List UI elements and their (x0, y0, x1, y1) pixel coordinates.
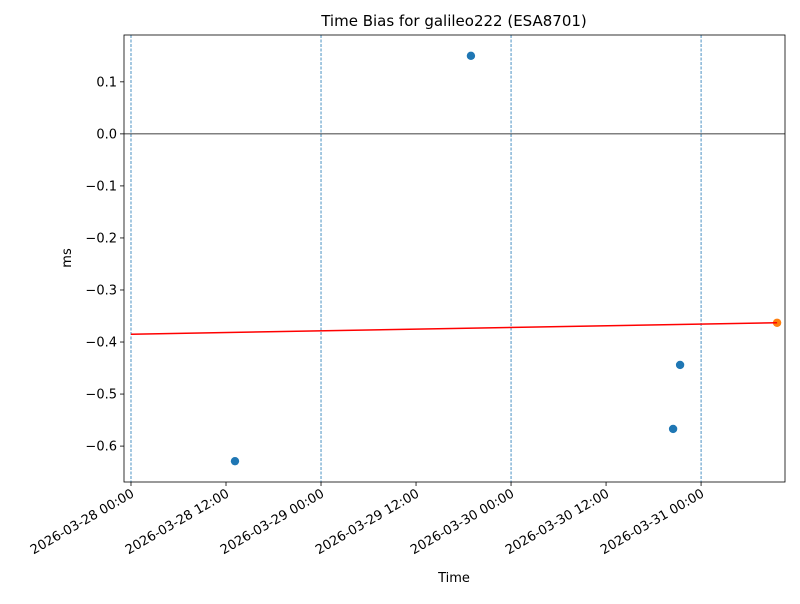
point (668, 424, 678, 434)
y-tick-label: 0.1 (96, 75, 117, 90)
x-axis-label: Time (437, 571, 470, 586)
point (230, 456, 240, 466)
fit-line (130, 322, 778, 335)
chart-title: Time Bias for galileo222 (ESA8701) (320, 12, 587, 30)
y-tick-label: −0.5 (85, 388, 117, 403)
y-tick-label: −0.6 (85, 440, 117, 455)
y-tick-label: −0.2 (85, 231, 117, 246)
y-axis-label: ms (60, 248, 75, 268)
plot-frame (123, 34, 786, 483)
y-tick-label: −0.1 (85, 179, 117, 194)
y-tick-label: 0.0 (96, 127, 117, 142)
y-tick-label: −0.3 (85, 283, 117, 298)
point (675, 360, 685, 370)
point (772, 318, 782, 327)
y-tick-label: −0.4 (85, 336, 117, 351)
point (466, 51, 476, 61)
